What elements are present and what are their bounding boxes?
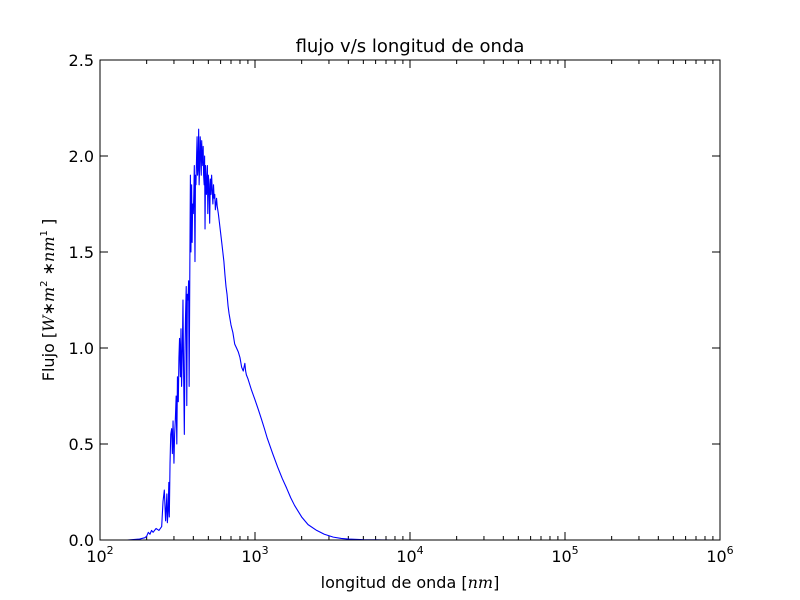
y-tick-label: 2.5 [69,51,94,70]
y-axis-label: Flujo [W∗m2 ∗nm1 ] [39,219,58,381]
chart-title: flujo v/s longitud de onda [296,36,525,57]
y-tick-label: 0.0 [69,531,94,550]
series-line [112,128,720,541]
x-tick-label: 103 [241,544,268,566]
y-tick-label: 1.5 [69,243,94,262]
plot-frame [99,59,721,541]
x-tick-label: 104 [396,544,423,566]
x-tick-label: 105 [551,544,578,566]
x-axis-label: longitud de onda [nm] [321,573,500,592]
y-axis-label-group: Flujo [W∗m2 ∗nm1 ] [39,219,58,381]
y-tick-label: 0.5 [69,435,94,454]
y-tick-label: 2.0 [69,147,94,166]
plot-area [100,60,720,540]
x-tick-label: 102 [86,544,113,566]
y-ticks: 0.0 0.5 1.0 1.5 2.0 2.5 [69,51,720,550]
y-tick-label: 1.0 [69,339,94,358]
x-ticks: 102 103 104 105 106 [86,60,734,566]
x-tick-label: 106 [706,544,733,566]
